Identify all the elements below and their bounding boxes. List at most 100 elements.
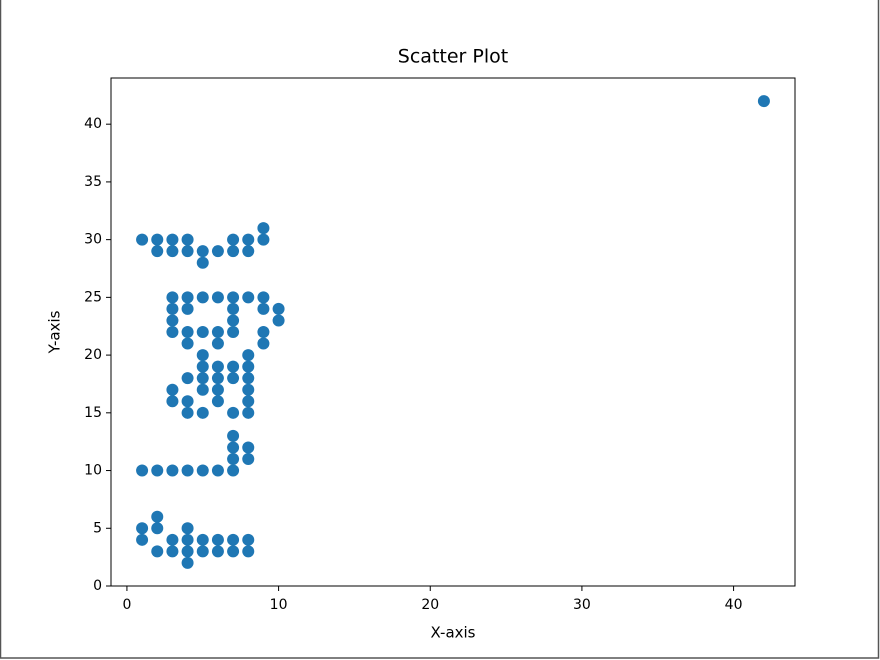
- point: [211, 360, 224, 373]
- point: [242, 291, 255, 304]
- point: [196, 349, 209, 362]
- point: [181, 406, 194, 419]
- point: [211, 291, 224, 304]
- point: [181, 291, 194, 304]
- point: [242, 383, 255, 396]
- point: [227, 302, 240, 315]
- point: [136, 464, 149, 477]
- point: [211, 395, 224, 408]
- y-tick-label: 5: [93, 520, 102, 536]
- x-tick-label: 0: [122, 597, 131, 613]
- point: [181, 545, 194, 558]
- point: [257, 222, 270, 235]
- y-tick-label: 40: [84, 116, 102, 132]
- point: [196, 545, 209, 558]
- point: [272, 314, 285, 327]
- point: [196, 245, 209, 258]
- y-tick-label: 30: [84, 232, 102, 248]
- y-axis-label: Y-axis: [46, 310, 64, 354]
- point: [166, 326, 179, 338]
- point: [151, 522, 164, 535]
- point: [242, 372, 255, 385]
- point: [151, 245, 164, 258]
- point: [257, 302, 270, 315]
- point: [242, 545, 255, 558]
- point: [181, 533, 194, 546]
- point: [196, 372, 209, 385]
- y-tick-label: 0: [93, 578, 102, 594]
- point: [227, 360, 240, 373]
- x-tick-label: 30: [573, 597, 591, 613]
- point: [227, 545, 240, 558]
- point: [757, 95, 770, 108]
- point: [227, 245, 240, 258]
- point: [227, 372, 240, 385]
- point: [227, 441, 240, 454]
- x-tick-label: 10: [270, 597, 288, 613]
- point: [227, 464, 240, 477]
- x-tick-label: 20: [421, 597, 439, 613]
- x-axis-label: X-axis: [431, 624, 476, 642]
- point: [211, 337, 224, 350]
- point: [272, 302, 285, 315]
- point: [166, 314, 179, 327]
- point: [242, 395, 255, 408]
- point: [181, 372, 194, 385]
- point: [166, 533, 179, 546]
- x-tick-label: 40: [725, 597, 743, 613]
- point: [196, 533, 209, 546]
- point: [227, 326, 240, 338]
- point: [211, 326, 224, 338]
- point: [166, 395, 179, 408]
- point: [151, 233, 164, 246]
- point: [211, 545, 224, 558]
- point: [211, 464, 224, 477]
- point: [257, 233, 270, 246]
- point: [242, 453, 255, 465]
- point: [166, 464, 179, 477]
- point: [181, 337, 194, 350]
- point: [257, 326, 270, 338]
- point: [242, 441, 255, 454]
- point: [181, 464, 194, 477]
- point: [196, 291, 209, 304]
- point: [181, 522, 194, 535]
- y-tick-label: 15: [84, 405, 102, 421]
- point: [242, 233, 255, 246]
- point: [151, 510, 164, 523]
- point: [227, 233, 240, 246]
- plot-area: [110, 77, 796, 587]
- point: [257, 337, 270, 350]
- point: [242, 360, 255, 373]
- point: [227, 533, 240, 546]
- point: [166, 545, 179, 558]
- point: [151, 464, 164, 477]
- point: [211, 533, 224, 546]
- point: [196, 360, 209, 373]
- point: [242, 533, 255, 546]
- point: [196, 326, 209, 338]
- point: [166, 302, 179, 315]
- point: [227, 429, 240, 442]
- point: [242, 245, 255, 258]
- point: [181, 395, 194, 408]
- point: [181, 556, 194, 569]
- point: [181, 326, 194, 338]
- point: [242, 349, 255, 362]
- point: [136, 233, 149, 246]
- point: [227, 406, 240, 419]
- point: [136, 533, 149, 546]
- point: [196, 256, 209, 269]
- point: [227, 291, 240, 304]
- point: [211, 383, 224, 396]
- y-tick-label: 20: [84, 347, 102, 363]
- point: [166, 233, 179, 246]
- point: [166, 383, 179, 396]
- y-tick-label: 10: [84, 463, 102, 479]
- point: [151, 545, 164, 558]
- chart-title: Scatter Plot: [398, 46, 508, 68]
- point: [181, 302, 194, 315]
